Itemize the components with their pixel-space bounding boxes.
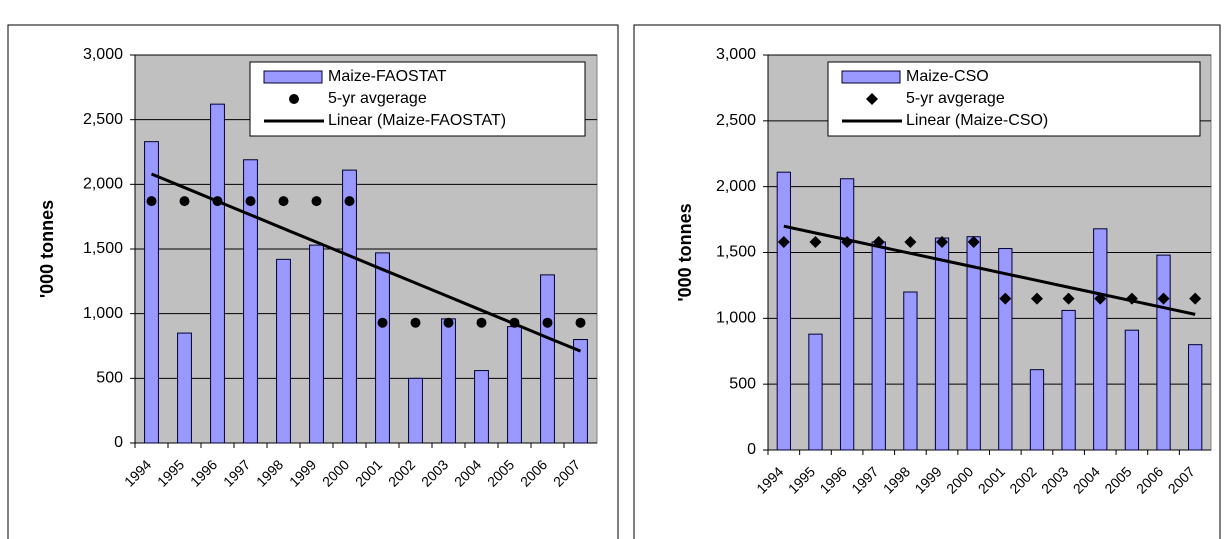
legend-label: 5-yr avgerage: [328, 90, 427, 107]
legend-label: Maize-FAOSTAT: [328, 68, 447, 85]
y-tick-label: 1,000: [716, 310, 756, 327]
bar: [210, 103, 225, 444]
y-tick-label: 2,500: [83, 111, 123, 128]
bar: [1188, 344, 1203, 451]
legend-label: Linear (Maize-CSO): [906, 112, 1048, 129]
y-tick-label: 2,000: [716, 178, 756, 195]
point: [146, 196, 157, 207]
point: [377, 317, 388, 328]
y-axis-label: '000 tonnes: [37, 200, 57, 298]
y-tick-label: 2,000: [83, 176, 123, 193]
legend-key: [866, 93, 878, 105]
bar: [441, 318, 456, 444]
legend-key: [841, 70, 901, 84]
y-tick-label: 1,500: [716, 244, 756, 261]
y-tick-label: 1,000: [83, 305, 123, 322]
point: [311, 196, 322, 207]
bar: [776, 171, 791, 451]
bar: [309, 244, 324, 444]
point: [344, 196, 355, 207]
legend-key: [263, 70, 323, 84]
point: [809, 235, 822, 248]
legend: Maize-CSO 5-yr avgerage Linear (Maize-CSO): [827, 61, 1201, 137]
bar: [507, 326, 522, 444]
bar: [408, 377, 423, 444]
point: [777, 235, 790, 248]
bar: [276, 258, 291, 444]
bar: [1124, 329, 1140, 451]
point: [443, 317, 454, 328]
point: [1157, 292, 1170, 305]
y-tick-label: 3,000: [716, 46, 756, 63]
legend-key: [289, 94, 299, 104]
bar: [375, 252, 390, 444]
point: [1030, 292, 1043, 305]
bar: [1029, 369, 1045, 451]
bar: [934, 237, 950, 451]
y-axis-label: '000 tonnes: [675, 203, 695, 301]
point: [410, 317, 421, 328]
point: [936, 235, 949, 248]
point: [278, 196, 289, 207]
bar: [573, 339, 588, 444]
bar: [540, 274, 555, 444]
bar: [808, 333, 823, 451]
bar: [474, 370, 489, 444]
point: [476, 317, 487, 328]
y-tick-label: 3,000: [83, 46, 123, 63]
point: [245, 196, 256, 207]
bar: [1061, 309, 1076, 451]
point: [575, 317, 586, 328]
point: [999, 292, 1012, 305]
legend-label: Linear (Maize-FAOSTAT): [328, 112, 506, 129]
point: [179, 196, 190, 207]
trend-line: [783, 224, 1196, 316]
point: [1189, 292, 1202, 305]
point: [542, 317, 553, 328]
y-tick-label: 500: [96, 370, 123, 387]
y-tick-label: 0: [747, 441, 756, 458]
bar: [243, 159, 258, 444]
legend: Maize-FAOSTAT 5-yr avgerage Linear (Maize-…: [249, 61, 586, 137]
y-tick-label: 1,500: [83, 240, 123, 257]
bar: [998, 248, 1013, 451]
y-tick-label: 0: [114, 434, 123, 451]
bar: [871, 241, 886, 451]
trend-line: [150, 172, 582, 353]
bar: [177, 332, 192, 444]
point: [967, 235, 980, 248]
point: [1062, 292, 1075, 305]
y-tick-label: 2,500: [716, 112, 756, 129]
legend-label: 5-yr avgerage: [906, 90, 1005, 107]
bar: [144, 141, 159, 444]
bar: [903, 291, 918, 451]
bar: [342, 169, 357, 444]
bar: [1156, 254, 1171, 451]
y-tick-label: 500: [729, 375, 756, 392]
bar: [1093, 228, 1108, 451]
bar: [839, 178, 855, 451]
legend-label: Maize-CSO: [906, 68, 989, 85]
point: [904, 235, 917, 248]
